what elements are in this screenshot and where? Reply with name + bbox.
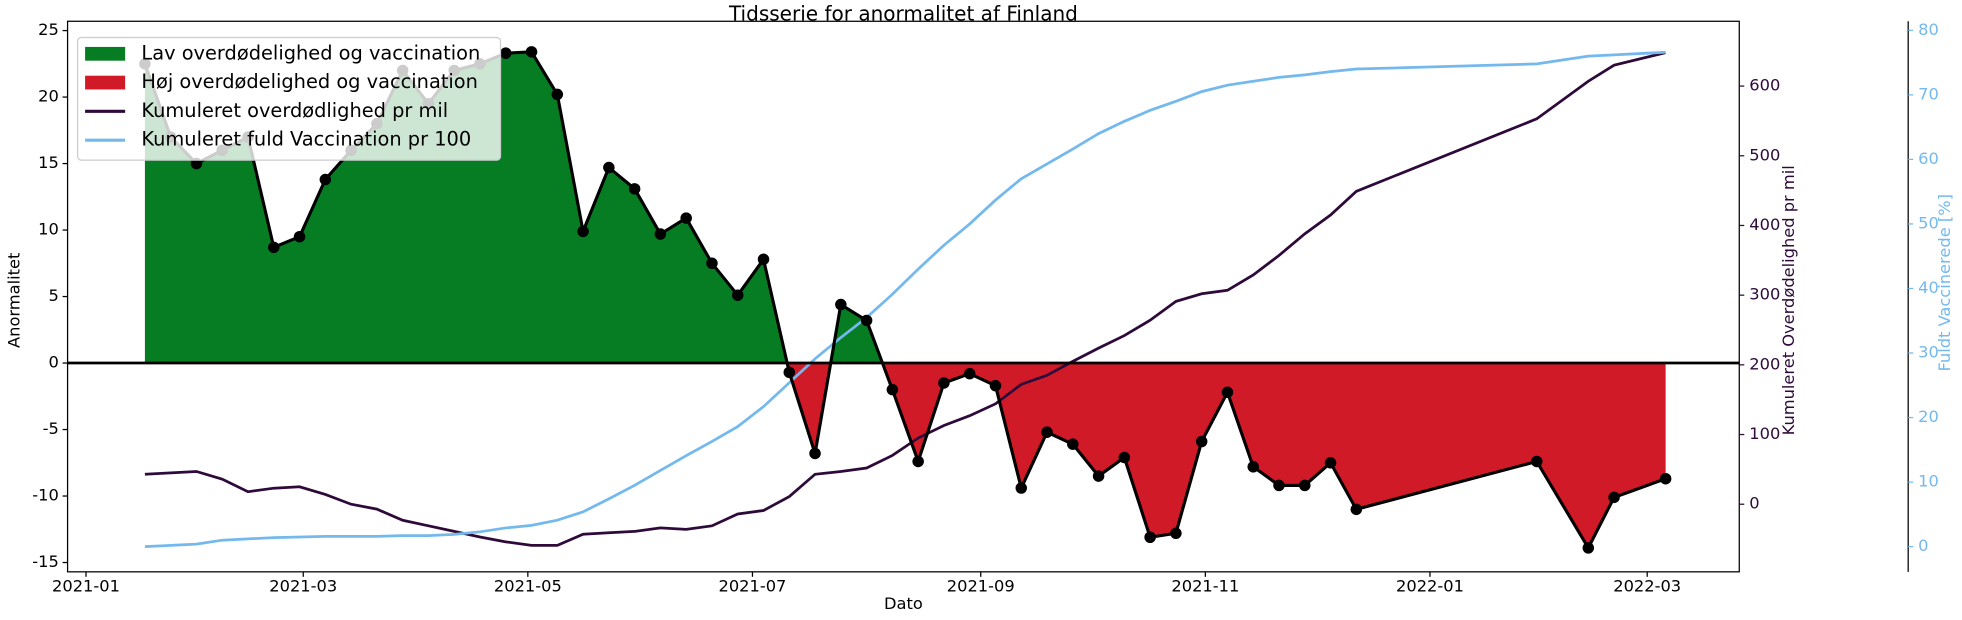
x-tick-label: 2021-07 bbox=[719, 576, 787, 595]
y3-tick-label: 20 bbox=[1918, 407, 1939, 426]
anomaly-point bbox=[268, 241, 280, 254]
anomaly-point bbox=[1221, 386, 1234, 399]
anomaly-point bbox=[577, 225, 589, 238]
y-tick-label: 0 bbox=[48, 353, 58, 372]
legend-box bbox=[76, 36, 502, 161]
anomaly-point bbox=[1273, 479, 1285, 492]
y2-tick-label: 400 bbox=[1749, 215, 1780, 234]
anomaly-point bbox=[757, 253, 770, 266]
anomaly-point bbox=[1608, 491, 1620, 504]
anomaly-point bbox=[1350, 503, 1363, 516]
series-line bbox=[144, 51, 1666, 547]
y2-tick-label: 300 bbox=[1749, 285, 1780, 304]
anomaly-point bbox=[886, 383, 899, 396]
y3-tick-label: 0 bbox=[1918, 536, 1928, 555]
y-tick-label: -10 bbox=[32, 486, 59, 505]
anomaly-point bbox=[809, 447, 821, 460]
x-tick-label: 2021-11 bbox=[1171, 576, 1239, 595]
y-tick-label: -5 bbox=[43, 419, 59, 438]
y3-tick-label: 30 bbox=[1918, 343, 1939, 362]
y3-axis-label: Fuldt Vaccinerede [%] bbox=[1935, 194, 1954, 372]
x-tick-label: 2021-03 bbox=[269, 576, 337, 595]
anomaly-point bbox=[293, 230, 306, 243]
legend-label: Lav overdødelighed og vaccination bbox=[141, 41, 480, 64]
anomaly-point bbox=[603, 161, 615, 174]
y2-tick-label: 0 bbox=[1749, 494, 1759, 513]
anomaly-point bbox=[1299, 479, 1311, 492]
y3-tick-label: 70 bbox=[1918, 84, 1939, 103]
anomaly-point bbox=[731, 289, 744, 301]
anomaly-point bbox=[319, 173, 332, 186]
y-tick-label: 25 bbox=[38, 20, 59, 39]
anomaly-point bbox=[654, 228, 667, 240]
anomaly-point bbox=[1324, 457, 1337, 469]
anomaly-point bbox=[680, 212, 692, 224]
anomaly-point bbox=[783, 366, 796, 379]
y3-tick-label: 50 bbox=[1918, 213, 1939, 232]
series-line bbox=[144, 50, 1666, 549]
y3-tick-label: 60 bbox=[1918, 149, 1939, 168]
y3-tick-label: 40 bbox=[1918, 278, 1939, 297]
anomaly-point bbox=[1015, 482, 1028, 494]
y-tick-label: 5 bbox=[48, 286, 58, 305]
anomaly-point bbox=[963, 367, 976, 380]
x-tick-label: 2021-05 bbox=[494, 576, 562, 595]
y3-tick-label: 10 bbox=[1918, 472, 1939, 491]
anomaly-point bbox=[860, 314, 873, 327]
anomaly-point bbox=[989, 379, 1002, 392]
anomaly-point bbox=[706, 257, 718, 270]
x-tick-label: 2021-01 bbox=[52, 576, 120, 595]
anomaly-point bbox=[1659, 472, 1672, 485]
y2-tick-label: 100 bbox=[1749, 424, 1780, 443]
y-tick-label: 20 bbox=[38, 87, 59, 106]
anomaly-point bbox=[1247, 461, 1259, 473]
anomaly-point bbox=[1144, 531, 1156, 544]
anomaly-point bbox=[525, 46, 538, 58]
anomaly-point bbox=[1530, 455, 1543, 468]
anomaly-point bbox=[551, 88, 564, 101]
legend: Lav overdødelighed og vaccination Høj ove… bbox=[76, 36, 502, 161]
y3-tick-label: 80 bbox=[1918, 20, 1939, 39]
anomaly-point bbox=[1092, 470, 1105, 482]
x-tick-label: 2022-01 bbox=[1396, 576, 1464, 595]
y-tick-label: -15 bbox=[32, 552, 59, 571]
anomaly-point bbox=[1170, 527, 1182, 540]
legend-label: Kumuleret fuld Vaccination pr 100 bbox=[141, 128, 471, 151]
legend-swatch bbox=[85, 75, 126, 90]
x-tick-label: 2022-03 bbox=[1613, 576, 1681, 595]
y-tick-label: 15 bbox=[38, 153, 59, 172]
y2-tick-label: 600 bbox=[1749, 76, 1780, 95]
anomaly-point bbox=[912, 455, 924, 468]
area-above bbox=[144, 51, 1666, 364]
y2-tick-label: 500 bbox=[1749, 145, 1780, 164]
axes-layer: 2021-01 2021-03 2021-05 2021-07 2021-09 2021-… bbox=[32, 20, 1939, 596]
area-below bbox=[787, 363, 1666, 548]
anomaly-point bbox=[1118, 451, 1131, 464]
y-tick-label: 10 bbox=[38, 220, 59, 239]
anomaly-point bbox=[628, 183, 641, 195]
chart-title: Tidsserie for anormalitet af Finland bbox=[728, 2, 1078, 26]
anomaly-point bbox=[499, 47, 512, 59]
x-axis-label: Dato bbox=[884, 594, 923, 613]
y2-axis-label: Kumuleret Overdødelighed pr mil bbox=[1779, 165, 1798, 435]
anomaly-point bbox=[1067, 438, 1079, 450]
legend-swatch bbox=[85, 46, 126, 61]
anomaly-point bbox=[1041, 426, 1053, 438]
anomaly-point bbox=[1582, 542, 1595, 554]
x-tick-label: 2021-09 bbox=[947, 576, 1015, 595]
y2-tick-label: 200 bbox=[1749, 354, 1780, 373]
plot-frame bbox=[66, 20, 1740, 573]
anomaly-point bbox=[835, 298, 847, 311]
anomaly-point bbox=[938, 377, 950, 389]
legend-label: Kumuleret overdødlighed pr mil bbox=[141, 99, 448, 122]
anomaly-point bbox=[1195, 435, 1208, 448]
fill-layer bbox=[144, 51, 1666, 548]
legend-label: Høj overdødelighed og vaccination bbox=[141, 70, 478, 93]
y-axis-label: Anormalitet bbox=[5, 253, 24, 348]
